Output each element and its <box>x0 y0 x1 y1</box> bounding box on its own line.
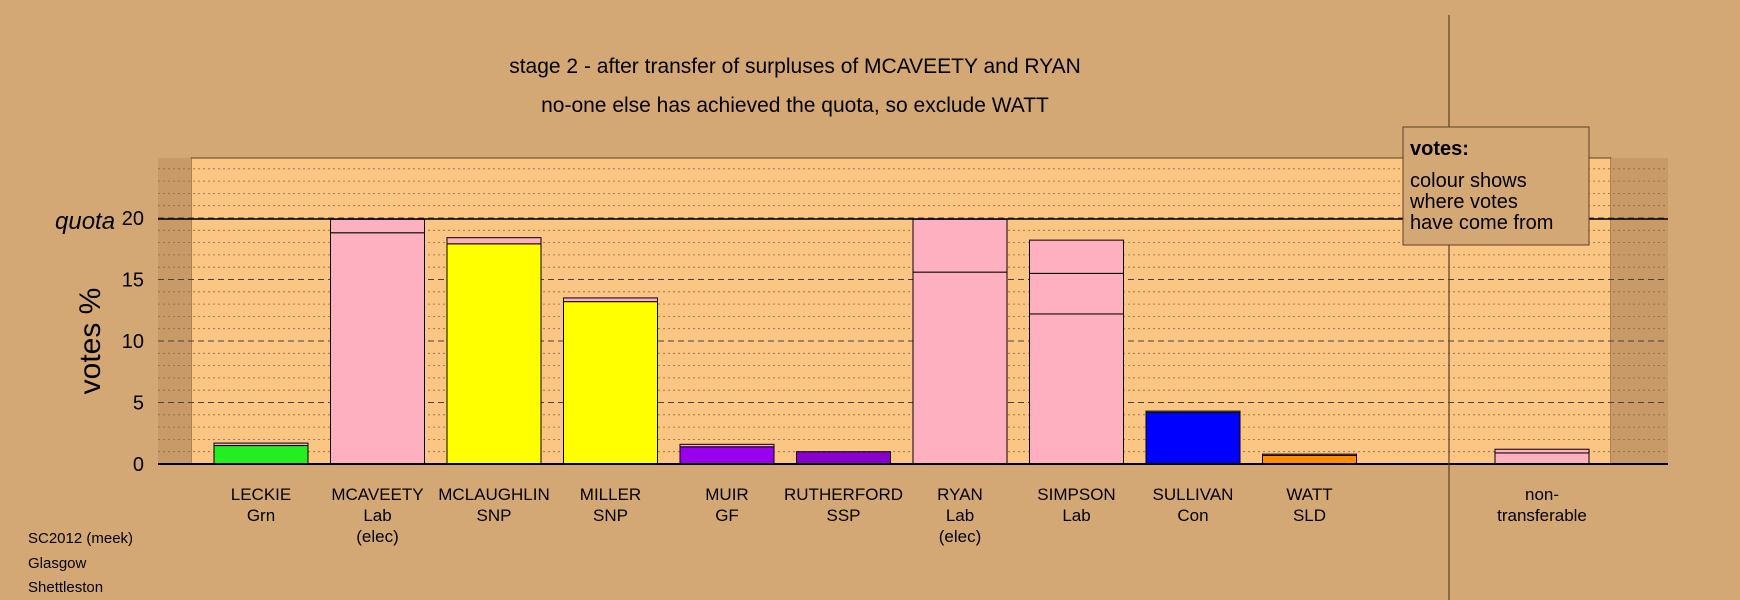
chart-title-line-1: stage 2 - after transfer of surpluses of… <box>509 55 1081 78</box>
y-tick-label: 20 <box>122 208 144 230</box>
y-tick-label: 10 <box>122 331 144 353</box>
bar-segment-watt <box>1262 453 1357 456</box>
bar-segment-mclaughlin <box>446 237 542 245</box>
bar-segment-nontransferable <box>1494 448 1590 454</box>
x-label-watt: WATT <box>1286 485 1332 504</box>
x-label-sullivan: Con <box>1177 506 1208 525</box>
y-axis-label: votes % <box>74 288 107 395</box>
x-label-ryan: RYAN <box>937 485 983 504</box>
bar-segment-muir <box>679 443 775 448</box>
bar-segment-leckie <box>213 445 309 465</box>
bar-segment-leckie <box>213 442 309 447</box>
x-label-leckie: LECKIE <box>231 485 291 504</box>
footer-council: Glasgow <box>28 555 87 572</box>
x-label-rutherford: RUTHERFORD <box>784 485 903 504</box>
x-label-sullivan: SULLIVAN <box>1153 485 1234 504</box>
y-tick-label: 5 <box>133 393 144 415</box>
footer-ward: Shettleston <box>28 579 103 596</box>
bar-segment-ryan <box>912 218 1008 273</box>
x-label-mcaveety: Lab <box>363 506 391 525</box>
x-label-leckie: Grn <box>247 506 275 525</box>
x-label-ryan: (elec) <box>939 527 982 546</box>
legend-heading: votes: <box>1410 138 1469 160</box>
x-label-nontransferable: non- <box>1525 485 1559 504</box>
footer-election: SC2012 (meek) <box>28 530 133 547</box>
legend-box: votes: colour shows where votes have com… <box>1402 126 1590 246</box>
legend-line-2: where votes <box>1409 191 1518 213</box>
x-label-mcaveety: MCAVEETY <box>331 485 423 504</box>
x-label-muir: GF <box>715 506 739 525</box>
x-label-simpson: Lab <box>1062 506 1090 525</box>
x-label-mcaveety: (elec) <box>356 527 399 546</box>
legend-frame <box>1402 126 1590 246</box>
bar-segment-ryan <box>912 271 1008 465</box>
x-label-miller: SNP <box>593 506 628 525</box>
quota-label: quota <box>55 208 115 235</box>
x-label-simpson: SIMPSON <box>1037 485 1115 504</box>
y-tick-label: 15 <box>122 270 144 292</box>
legend-line-1: colour shows <box>1410 170 1527 192</box>
plot-area <box>190 157 1612 465</box>
bar-segment-sullivan <box>1145 410 1241 413</box>
bar-segment-sullivan <box>1145 411 1241 465</box>
bar-segment-watt <box>1262 454 1357 465</box>
bar-segment-muir <box>679 446 775 465</box>
bar-segment-rutherford <box>796 451 891 465</box>
bar-segment-simpson <box>1029 239 1124 274</box>
x-label-muir: MUIR <box>705 485 748 504</box>
x-category-labels: LECKIE Grn MCAVEETY Lab (elec) MCLAUGHLIN SNP M… <box>231 485 1333 546</box>
x-label-mclaughlin: SNP <box>477 506 512 525</box>
bar-segment-miller <box>563 297 658 303</box>
bar-segment-miller <box>563 301 658 465</box>
y-tick-label: 0 <box>133 454 144 476</box>
plot-area-right-margin <box>1611 158 1668 464</box>
y-tick-labels: 0 5 10 15 20 <box>122 208 144 476</box>
legend-line-3: have come from <box>1410 212 1553 234</box>
bar-segment-simpson <box>1029 313 1124 465</box>
x-label-ryan: Lab <box>946 506 974 525</box>
bar-segment-mcaveety <box>330 232 425 465</box>
bar-segment-mcaveety <box>330 218 425 234</box>
bar-segment-mclaughlin <box>446 243 542 465</box>
x-label-rutherford: SSP <box>826 506 860 525</box>
bar-segment-simpson <box>1029 272 1124 315</box>
x-label-nontransferable: transferable <box>1497 506 1587 525</box>
chart-title-line-2: no-one else has achieved the quota, so e… <box>541 94 1049 117</box>
x-label-watt: SLD <box>1293 506 1326 525</box>
x-label-miller: MILLER <box>580 485 641 504</box>
x-label-mclaughlin: MCLAUGHLIN <box>438 485 549 504</box>
bars-group <box>213 218 1357 465</box>
bar-segment-nontransferable <box>1494 452 1590 465</box>
plot-area-left-margin <box>158 158 191 464</box>
